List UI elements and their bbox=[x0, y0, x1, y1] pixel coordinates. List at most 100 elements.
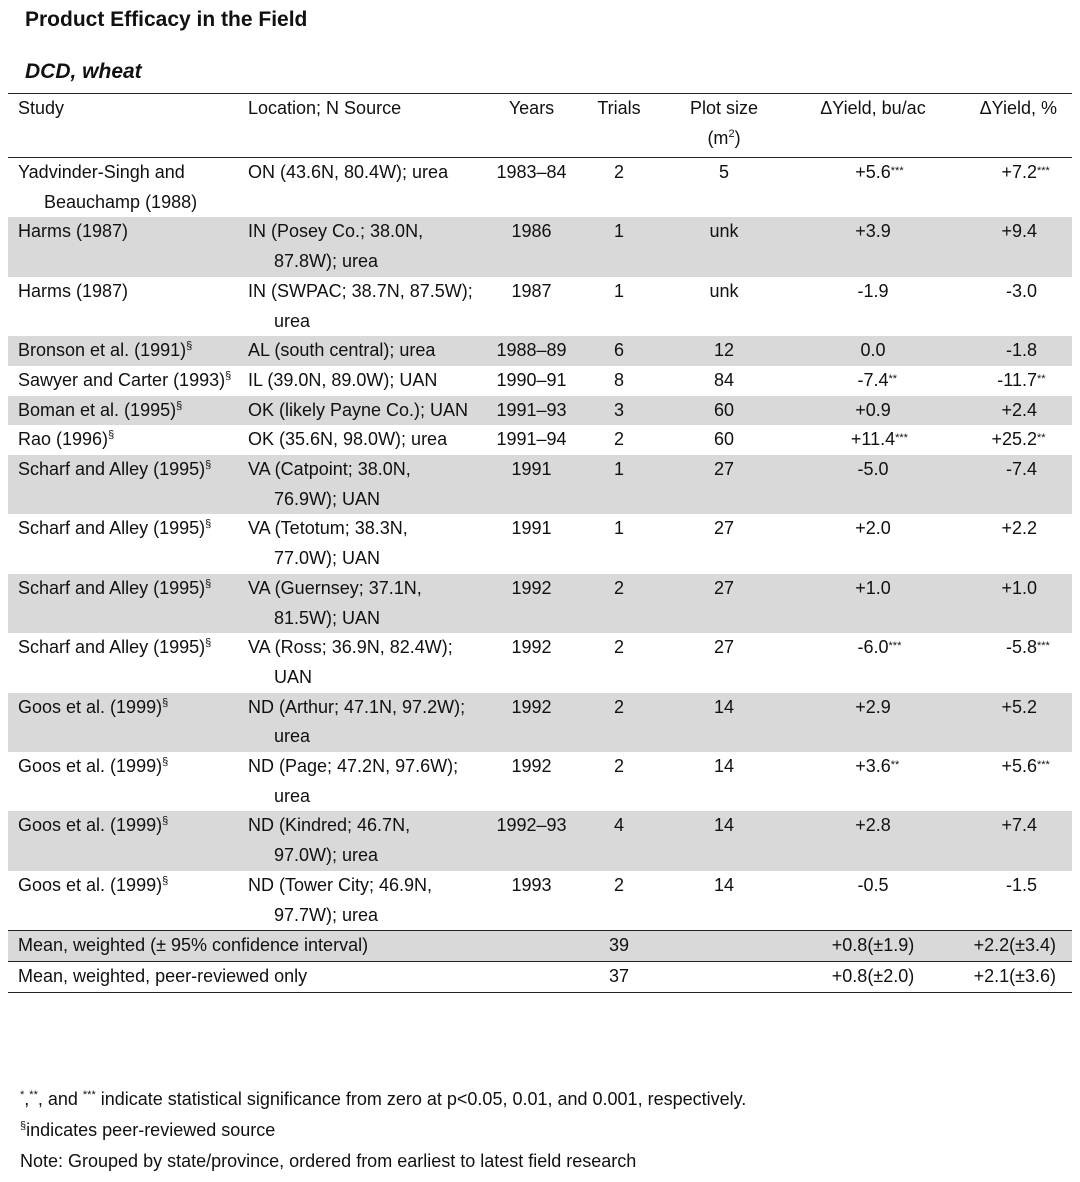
cell-text: Goos et al. (1999) bbox=[18, 696, 163, 717]
data-cell: +3.6 ** bbox=[798, 752, 948, 811]
data-cell: 4 bbox=[588, 811, 650, 870]
data-cell: IN (Posey Co.; 38.0N, 87.8W); urea bbox=[245, 217, 475, 276]
cell-text: Boman et al. (1995) bbox=[18, 399, 177, 420]
data-cell: 84 bbox=[650, 366, 798, 396]
data-cell: 1992–93 bbox=[475, 811, 588, 870]
header-text: Study bbox=[18, 98, 65, 118]
cell-text: 1992 bbox=[511, 577, 552, 598]
superscript: 2 bbox=[728, 127, 735, 140]
cell-text: 1 bbox=[613, 518, 624, 539]
cell-text: 60 bbox=[713, 429, 735, 450]
footnote: *,**, and *** indicate statistical signi… bbox=[20, 1084, 746, 1115]
data-cell: 60 bbox=[650, 396, 798, 426]
cell-value: Harms (1987) bbox=[18, 281, 128, 301]
data-cell: -7.4 bbox=[948, 455, 1072, 514]
cell-text: Goos et al. (1999) bbox=[18, 815, 163, 836]
data-cell: 2 bbox=[588, 752, 650, 811]
cell-text: -1.9 bbox=[857, 280, 889, 301]
cell-text: VA (Guernsey; 37.1N, 81.5W); UAN bbox=[248, 577, 422, 628]
data-cell: 27 bbox=[650, 455, 798, 514]
data-row: Scharf and Alley (1995)§ VA (Tetotum; 38.… bbox=[8, 514, 1072, 573]
cell-value: Yadvinder-Singh and Beauchamp (1988) bbox=[18, 162, 197, 212]
footnote-text: , and bbox=[37, 1089, 83, 1109]
cell-text: ND (Arthur; 47.1N, 97.2W); urea bbox=[248, 696, 466, 747]
header-text: (m2) bbox=[650, 124, 798, 154]
cell-text: 1988–89 bbox=[496, 340, 567, 361]
data-row: Rao (1996)§ OK (35.6N, 98.0W); urea 1991–9… bbox=[8, 425, 1072, 455]
data-cell: 2 bbox=[588, 425, 650, 455]
superscript: § bbox=[186, 340, 193, 353]
title: Product Efficacy in the Field bbox=[25, 8, 308, 31]
header-cell: ΔYield, bu/ac bbox=[798, 94, 948, 158]
cell-text: 2 bbox=[613, 874, 624, 895]
cell-text: Goos et al. (1999) bbox=[18, 756, 163, 777]
data-cell: 1992 bbox=[475, 574, 588, 633]
data-cell: -7.4 ** bbox=[798, 366, 948, 396]
data-cell: -1.8 bbox=[948, 336, 1072, 366]
data-cell: 1 bbox=[588, 277, 650, 336]
header-text: (m bbox=[707, 127, 729, 148]
cell-text: 84 bbox=[713, 369, 735, 390]
data-cell: Harms (1987) bbox=[8, 217, 245, 276]
cell-value: Goos et al. (1999)§ bbox=[18, 875, 168, 895]
header-text: ΔYield, bu/ac bbox=[820, 98, 926, 118]
data-row: Boman et al. (1995)§ OK (likely Payne Co.… bbox=[8, 395, 1072, 426]
data-cell: ON (43.6N, 80.4W); urea bbox=[245, 158, 475, 218]
cell-text: +5.6 bbox=[1001, 756, 1037, 777]
cell-text: +1.0 bbox=[1001, 577, 1037, 598]
data-cell: Scharf and Alley (1995)§ bbox=[8, 455, 245, 514]
data-cell: Bronson et al. (1991)§ bbox=[8, 336, 245, 366]
data-cell: 1986 bbox=[475, 217, 588, 276]
header-text: Plot size bbox=[689, 98, 759, 118]
data-cell: IL (39.0N, 89.0W); UAN bbox=[245, 366, 475, 396]
superscript: *** bbox=[82, 1089, 96, 1101]
data-cell: 1 bbox=[588, 455, 650, 514]
data-cell: 2 bbox=[588, 693, 650, 752]
data-row: Goos et al. (1999)§ ND (Arthur; 47.1N, 97… bbox=[8, 692, 1072, 753]
cell-text: 14 bbox=[713, 874, 735, 895]
cell-value: -11.7 ** bbox=[997, 369, 1045, 390]
data-cell: ND (Kindred; 46.7N, 97.0W); urea bbox=[245, 811, 475, 870]
cell-text: +2.4 bbox=[1001, 399, 1037, 420]
data-cell: Goos et al. (1999)§ bbox=[8, 811, 245, 870]
cell-text: +3.9 bbox=[855, 221, 891, 242]
superscript: ** bbox=[890, 759, 900, 772]
efficacy-table: Study Location; N Source Years Trials Plot s… bbox=[8, 93, 1072, 993]
cell-text: 1987 bbox=[511, 280, 552, 301]
data-cell: -5.0 bbox=[798, 455, 948, 514]
data-cell: -11.7 ** bbox=[948, 366, 1072, 396]
summary-bu: +0.8(±1.9) bbox=[831, 935, 915, 956]
header-cell: Plot size (m2) bbox=[650, 94, 798, 158]
header-cell: ΔYield, % bbox=[948, 94, 1072, 158]
data-cell: Sawyer and Carter (1993)§ bbox=[8, 366, 245, 396]
cell-text: -11.7 bbox=[997, 369, 1037, 390]
cell-text: +2.8 bbox=[855, 815, 891, 836]
cell-text: AL (south central); urea bbox=[248, 340, 436, 361]
data-row: Scharf and Alley (1995)§ VA (Catpoint; 38… bbox=[8, 455, 1072, 515]
superscript: *** bbox=[1037, 759, 1050, 772]
cell-text: +7.2 bbox=[1001, 162, 1037, 182]
cell-text: Harms (1987) bbox=[18, 221, 129, 242]
data-row: Sawyer and Carter (1993)§ IL (39.0N, 89.0… bbox=[8, 366, 1072, 396]
superscript: *** bbox=[888, 640, 902, 653]
cell-text: IN (SWPAC; 38.7N, 87.5W); urea bbox=[248, 280, 473, 331]
data-cell: Yadvinder-Singh and Beauchamp (1988) bbox=[8, 158, 245, 218]
cell-text: Rao (1996) bbox=[18, 429, 109, 450]
superscript: § bbox=[20, 1120, 27, 1132]
cell-value: Goos et al. (1999)§ bbox=[18, 815, 168, 835]
data-cell: 14 bbox=[650, 811, 798, 870]
cell-text: -7.4 bbox=[857, 369, 889, 390]
summary-trials: 39 bbox=[608, 935, 630, 956]
cell-text: VA (Tetotum; 38.3N, 77.0W); UAN bbox=[248, 518, 408, 569]
cell-text: 1991–93 bbox=[496, 399, 567, 420]
cell-text: 14 bbox=[713, 815, 735, 836]
cell-text: 0.0 bbox=[860, 340, 886, 361]
superscript: ** bbox=[888, 372, 898, 385]
cell-text: 14 bbox=[713, 696, 735, 717]
cell-text: IN (Posey Co.; 38.0N, 87.8W); urea bbox=[248, 221, 424, 272]
data-cell: 1992 bbox=[475, 752, 588, 811]
footnote-text: Note: Grouped by state/province, ordered… bbox=[20, 1151, 637, 1171]
data-row: Harms (1987) IN (SWPAC; 38.7N, 87.5W); ur… bbox=[8, 277, 1072, 336]
data-row: Goos et al. (1999)§ ND (Page; 47.2N, 97.6… bbox=[8, 752, 1072, 811]
cell-value: +11.4 *** bbox=[851, 429, 908, 449]
